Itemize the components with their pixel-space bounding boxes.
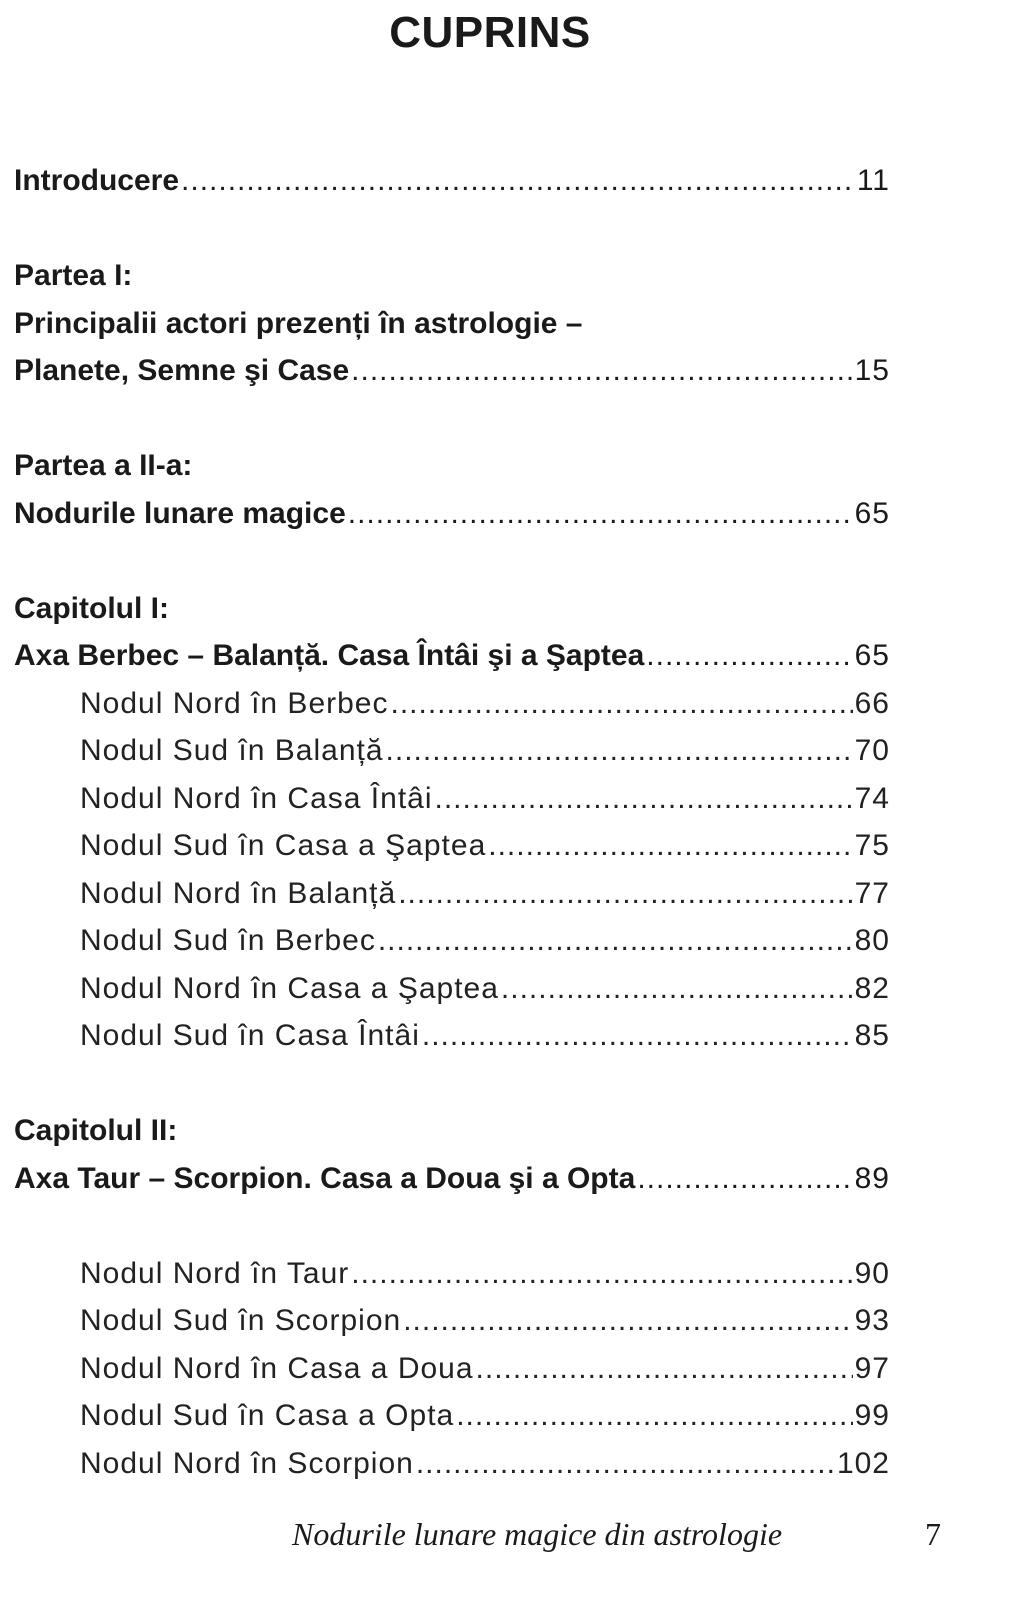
dot-leader: ........................................… (421, 1019, 853, 1052)
dot-leader: ........................................… (456, 1399, 853, 1432)
toc-subentry: Nodul Nord în Taur......................… (14, 1250, 890, 1298)
page-title: CUPRINS (389, 8, 591, 57)
toc-entry-text: Nodul Nord în Taur (80, 1256, 350, 1290)
toc-page-number: 82 (854, 971, 890, 1005)
footer-page-number: 7 (925, 1516, 941, 1552)
dot-leader: ........................................… (385, 734, 853, 767)
toc-entry-text: Nodul Sud în Scorpion (80, 1304, 402, 1337)
dot-leader: ........................................… (434, 781, 853, 815)
dot-leader: ........................................… (398, 876, 853, 910)
toc-page-number: 102 (836, 1446, 890, 1480)
toc-subentry: Nodul Sud în Casa a Opta................… (14, 1392, 890, 1440)
toc-page-number: 74 (854, 781, 890, 815)
toc-entry-text: Capitolul II: (14, 1114, 178, 1147)
toc-subentry: Nodul Nord în Casa a Doua...............… (14, 1345, 890, 1393)
toc-entry: Principalii actori prezenți în astrologi… (14, 300, 890, 348)
toc-page-number: 93 (854, 1304, 890, 1337)
toc-entry-text: Nodul Nord în Scorpion (80, 1446, 414, 1480)
dot-leader: ........................................… (500, 971, 853, 1005)
toc-entry: Axa Taur – Scorpion. Casa a Doua şi a Op… (14, 1155, 890, 1203)
toc-subentry: Nodul Sud în Scorpion...................… (14, 1297, 890, 1345)
toc-entry-text: Nodul Nord în Casa a Şaptea (80, 971, 499, 1005)
dot-leader: ........................................… (637, 1161, 853, 1195)
dot-leader: ........................................… (475, 1351, 853, 1385)
toc-entry-text: Planete, Semne şi Case (14, 354, 350, 387)
toc-entry-text: Nodul Sud în Casa Întâi (80, 1019, 420, 1052)
toc-spacer (14, 395, 890, 443)
dot-leader: ........................................… (377, 924, 853, 957)
page-footer: Nodurile lunare magice din astrologie 7 (0, 1512, 1019, 1560)
toc-entry: Axa Berbec – Balanță. Casa Întâi şi a Şa… (14, 632, 890, 680)
toc-page-number: 66 (854, 686, 890, 720)
toc-entry: Planete, Semne şi Case..................… (14, 347, 890, 395)
toc-page-number: 97 (854, 1351, 890, 1385)
toc-page-number: 85 (854, 1019, 890, 1052)
dot-leader: ........................................… (181, 164, 855, 197)
toc-entry-text: Nodul Sud în Casa a Opta (80, 1399, 455, 1432)
toc-page-number: 65 (854, 639, 890, 672)
dot-leader: ........................................… (351, 1256, 852, 1290)
toc-page-number: 75 (854, 829, 890, 862)
toc-entry-text: Nodul Sud în Balanță (80, 734, 384, 767)
toc-entry: Partea a II-a: (14, 442, 890, 490)
toc-page-number: 11 (856, 164, 890, 197)
toc-entry-text: Partea a II-a: (14, 449, 193, 482)
toc-page-number: 90 (854, 1256, 890, 1290)
toc-page-number: 70 (854, 734, 890, 767)
toc-entry-text: Introducere (14, 164, 180, 197)
toc-entry: Partea I: (14, 252, 890, 300)
toc-subentry: Nodul Sud în Casa Întâi.................… (14, 1012, 890, 1060)
toc-subentry: Nodul Sud în Casa a Şaptea..............… (14, 822, 890, 870)
toc-subentry: Nodul Nord în Balanță...................… (14, 870, 890, 918)
dot-leader: ........................................… (646, 639, 852, 672)
toc-spacer (14, 1202, 890, 1250)
toc-entry-text: Axa Berbec – Balanță. Casa Întâi şi a Şa… (14, 639, 645, 672)
dot-leader: ........................................… (347, 496, 853, 530)
toc-entry-text: Nodul Nord în Balanță (80, 876, 397, 910)
toc-page-number: 15 (854, 354, 890, 387)
dot-leader: ........................................… (488, 829, 853, 862)
toc-spacer (14, 205, 890, 253)
toc-spacer (14, 537, 890, 585)
toc-entry-text: Axa Taur – Scorpion. Casa a Doua şi a Op… (14, 1161, 636, 1195)
toc-entry-text: Nodul Sud în Casa a Şaptea (80, 829, 487, 862)
toc-entry: Nodurile lunare magice..................… (14, 490, 890, 538)
dot-leader: ........................................… (351, 354, 852, 387)
toc-entry: Introducere.............................… (14, 157, 890, 205)
toc-entry: Capitolul I: (14, 585, 890, 633)
toc-entry: Capitolul II: (14, 1107, 890, 1155)
toc-entry-text: Nodul Nord în Casa a Doua (80, 1351, 474, 1385)
toc-entry-text: Nodul Nord în Casa Întâi (80, 781, 433, 815)
table-of-contents: Introducere.............................… (14, 157, 890, 1487)
toc-page-number: 80 (854, 924, 890, 957)
toc-entry-text: Nodul Sud în Berbec (80, 924, 376, 957)
dot-leader: ........................................… (415, 1446, 835, 1480)
toc-subentry: Nodul Nord în Casa Întâi................… (14, 775, 890, 823)
toc-entry-text: Partea I: (14, 259, 133, 292)
toc-entry-text: Principalii actori prezenți în astrologi… (14, 306, 583, 340)
toc-page-number: 89 (854, 1161, 890, 1195)
toc-page-number: 77 (854, 876, 890, 910)
toc-entry-text: Capitolul I: (14, 591, 169, 625)
toc-subentry: Nodul Sud în Balanță....................… (14, 727, 890, 775)
toc-page-number: 99 (854, 1399, 890, 1432)
toc-subentry: Nodul Nord în Casa a Şaptea.............… (14, 965, 890, 1013)
dot-leader: ........................................… (390, 686, 853, 720)
toc-entry-text: Nodul Nord în Berbec (80, 686, 389, 720)
toc-subentry: Nodul Nord în Berbec....................… (14, 680, 890, 728)
toc-subentry: Nodul Sud în Berbec.....................… (14, 917, 890, 965)
toc-page-number: 65 (854, 496, 890, 530)
toc-subentry: Nodul Nord în Scorpion..................… (14, 1440, 890, 1488)
footer-book-title: Nodurile lunare magice din astrologie (292, 1516, 783, 1552)
toc-entry-text: Nodurile lunare magice (14, 496, 346, 530)
toc-spacer (14, 1060, 890, 1108)
dot-leader: ........................................… (403, 1304, 853, 1337)
